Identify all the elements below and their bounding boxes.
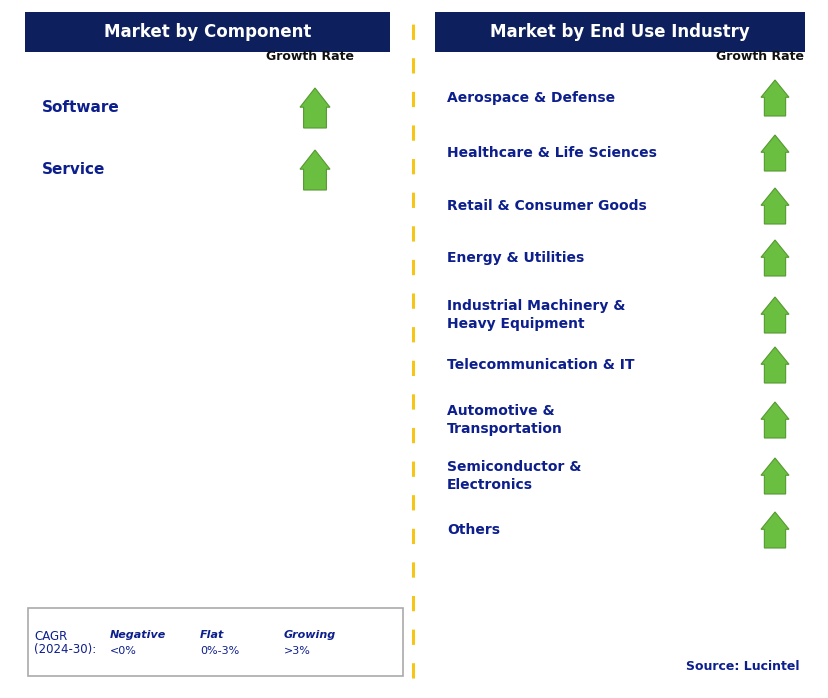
- Text: Healthcare & Life Sciences: Healthcare & Life Sciences: [446, 146, 656, 160]
- Text: Growth Rate: Growth Rate: [715, 50, 803, 63]
- Text: (2024-30):: (2024-30):: [34, 644, 96, 657]
- Text: Others: Others: [446, 523, 499, 537]
- Text: 0%-3%: 0%-3%: [200, 646, 239, 656]
- Text: <0%: <0%: [110, 646, 137, 656]
- Text: Negative: Negative: [110, 630, 166, 640]
- Polygon shape: [760, 297, 788, 333]
- Text: Industrial Machinery &
Heavy Equipment: Industrial Machinery & Heavy Equipment: [446, 299, 624, 331]
- Text: Market by End Use Industry: Market by End Use Industry: [489, 23, 749, 41]
- Polygon shape: [760, 80, 788, 116]
- Text: Growth Rate: Growth Rate: [266, 50, 354, 63]
- Text: Growing: Growing: [284, 630, 336, 640]
- Bar: [435, 12, 804, 52]
- Polygon shape: [300, 150, 330, 190]
- Text: >3%: >3%: [284, 646, 310, 656]
- Text: Market by Component: Market by Component: [104, 23, 310, 41]
- Text: Aerospace & Defense: Aerospace & Defense: [446, 91, 614, 105]
- Text: Automotive &
Transportation: Automotive & Transportation: [446, 404, 562, 436]
- Polygon shape: [300, 88, 330, 128]
- Polygon shape: [760, 402, 788, 438]
- Polygon shape: [238, 633, 274, 653]
- Text: Retail & Consumer Goods: Retail & Consumer Goods: [446, 199, 646, 213]
- Text: Software: Software: [42, 101, 119, 115]
- Polygon shape: [760, 512, 788, 548]
- Polygon shape: [173, 629, 193, 657]
- Polygon shape: [760, 458, 788, 494]
- Polygon shape: [760, 240, 788, 276]
- Text: Telecommunication & IT: Telecommunication & IT: [446, 358, 633, 372]
- FancyBboxPatch shape: [28, 608, 402, 676]
- Text: CAGR: CAGR: [34, 630, 67, 642]
- Polygon shape: [760, 347, 788, 383]
- Bar: [25, 12, 389, 52]
- Polygon shape: [760, 188, 788, 224]
- Text: Semiconductor &
Electronics: Semiconductor & Electronics: [446, 460, 580, 492]
- Polygon shape: [357, 628, 378, 658]
- Text: Service: Service: [42, 163, 105, 177]
- Text: Energy & Utilities: Energy & Utilities: [446, 251, 584, 265]
- Text: Source: Lucintel: Source: Lucintel: [686, 660, 799, 672]
- Text: Flat: Flat: [200, 630, 224, 640]
- Polygon shape: [760, 135, 788, 171]
